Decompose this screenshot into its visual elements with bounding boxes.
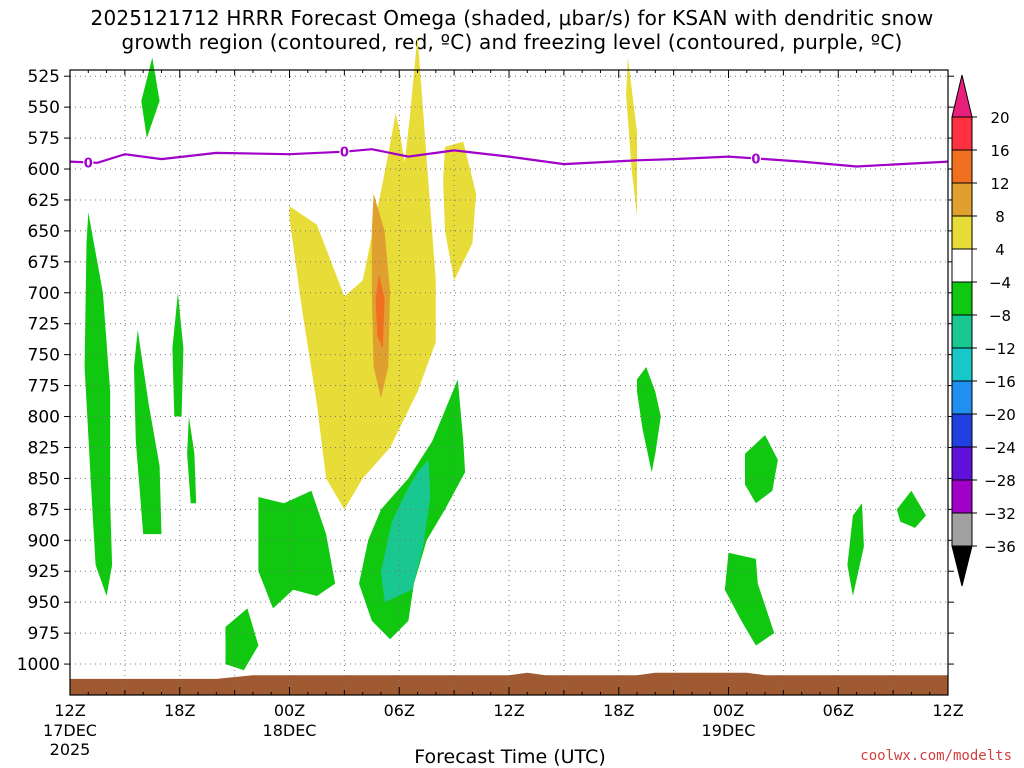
omega-negative-4to8-d (187, 416, 197, 504)
axes: 525 550 575 600 625 650 675 700 725 750 775 800 825 8… (17, 67, 964, 759)
omega-positive-4to8-east (443, 141, 477, 281)
colorbar-bin-7 (951, 347, 973, 382)
source-credit: coolwx.com/modelts (860, 748, 1012, 764)
x-axis-label: Forecast Time (UTC) (414, 746, 605, 768)
y-tick-label-975: 975 (28, 624, 60, 644)
plot-area: 0 0 0 (69, 35, 949, 695)
y-tick-label-575: 575 (28, 129, 60, 149)
colorbar-bin-10 (951, 446, 973, 481)
y-tick-label-825: 825 (28, 438, 60, 458)
colorbar-bin-4 (951, 248, 973, 283)
colorbar-top-triangle (951, 74, 973, 118)
colorbar-label-7: −12 (984, 340, 1016, 358)
colorbar: 20 16 12 8 4 −4 −8 −12 −16 −20 −24 −28 −32 −36 (951, 74, 1016, 587)
colorbar-label-13: −36 (984, 538, 1016, 556)
y-tick-label-775: 775 (28, 377, 60, 397)
colorbar-label-1: 16 (990, 142, 1009, 160)
y-tick-label-625: 625 (28, 191, 60, 211)
freezing-level-label-0: 0 (84, 156, 93, 171)
colorbar-label-9: −20 (984, 406, 1016, 424)
y-tick-label-1000: 1000 (17, 655, 60, 675)
colorbar-label-11: −28 (984, 472, 1016, 490)
y-tick-label-600: 600 (28, 160, 60, 180)
colorbar-bin-2 (951, 182, 973, 217)
x-year-label-0: 2025 (50, 740, 91, 759)
freezing-level-label-bg-1 (339, 143, 350, 160)
colorbar-bin-0 (951, 116, 973, 151)
chart-title-line-1: 2025121712 HRRR Forecast Omega (shaded, … (90, 6, 934, 30)
colorbar-bottom-triangle (951, 545, 973, 587)
colorbar-bin-8 (951, 380, 973, 415)
freezing-level-label-bg-0 (83, 154, 94, 171)
y-tick-label-650: 650 (28, 222, 60, 242)
x-tick-label-12: 00Z (274, 701, 305, 720)
y-tick-label-925: 925 (28, 562, 60, 582)
colorbar-label-6: −8 (989, 307, 1011, 325)
colorbar-label-8: −16 (984, 373, 1016, 391)
y-tick-label-550: 550 (28, 98, 60, 118)
x-date-label-12: 18DEC (263, 721, 317, 740)
freezing-level-label-2: 0 (751, 152, 760, 167)
colorbar-bin-9 (951, 413, 973, 448)
x-tick-label-18: 06Z (384, 701, 415, 720)
colorbar-label-2: 12 (990, 175, 1009, 193)
omega-negative-4to8-l (847, 503, 864, 596)
x-tick-label-6: 18Z (164, 701, 195, 720)
omega-negative-4to8-k (745, 435, 778, 504)
colorbar-bin-3 (951, 215, 973, 250)
omega-negative-4to8-b (134, 329, 162, 535)
x-tick-label-48: 12Z (932, 701, 963, 720)
colorbar-bin-1 (951, 149, 973, 184)
colorbar-bin-12 (951, 512, 973, 547)
y-tick-label-700: 700 (28, 284, 60, 304)
y-tick-label-675: 675 (28, 253, 60, 273)
omega-positive-12to16 (375, 274, 385, 349)
y-tick-label-800: 800 (28, 408, 60, 428)
x-tick-label-0: 12Z (54, 701, 85, 720)
colorbar-label-5: −4 (989, 274, 1011, 292)
x-tick-label-42: 06Z (823, 701, 854, 720)
colorbar-bin-5 (951, 281, 973, 316)
colorbar-label-0: 20 (990, 109, 1009, 127)
freezing-level-label-1: 0 (340, 146, 349, 161)
colorbar-label-10: −24 (984, 439, 1016, 457)
omega-negative-4to8-m (896, 490, 926, 528)
omega-negative-4to8-g (258, 490, 336, 609)
y-tick-label-525: 525 (28, 67, 60, 87)
omega-negative-4to8-i (637, 367, 661, 473)
freezing-level-contour (69, 148, 949, 168)
y-tick-label-750: 750 (28, 346, 60, 366)
y-tick-label-900: 900 (28, 531, 60, 551)
colorbar-label-12: −32 (984, 505, 1016, 523)
freezing-level-label-bg-2 (750, 150, 761, 167)
y-tick-label-850: 850 (28, 469, 60, 489)
chart-title-line-2: growth region (contoured, red, ºC) and f… (121, 30, 903, 54)
omega-negative-4to8-a (84, 212, 113, 597)
omega-negative-4to8-j (724, 552, 775, 646)
x-date-label-36: 19DEC (702, 721, 756, 740)
x-tick-label-24: 12Z (493, 701, 524, 720)
omega-negative-8to12 (381, 459, 431, 603)
x-date-label-0: 17DEC (43, 721, 97, 740)
y-tick-label-875: 875 (28, 500, 60, 520)
colorbar-label-4: 4 (995, 241, 1005, 259)
y-tick-label-725: 725 (28, 315, 60, 335)
x-tick-label-36: 00Z (713, 701, 744, 720)
colorbar-bin-11 (951, 479, 973, 514)
omega-positive-4to8-18z (626, 57, 637, 216)
chart-title: 2025121712 HRRR Forecast Omega (shaded, … (0, 6, 1024, 54)
y-tick-label-950: 950 (28, 593, 60, 613)
omega-negative-4to8-e (141, 57, 160, 139)
colorbar-bin-6 (951, 314, 973, 349)
colorbar-label-3: 8 (995, 208, 1005, 226)
omega-negative-4to8-f (225, 608, 259, 671)
x-tick-label-30: 18Z (603, 701, 634, 720)
